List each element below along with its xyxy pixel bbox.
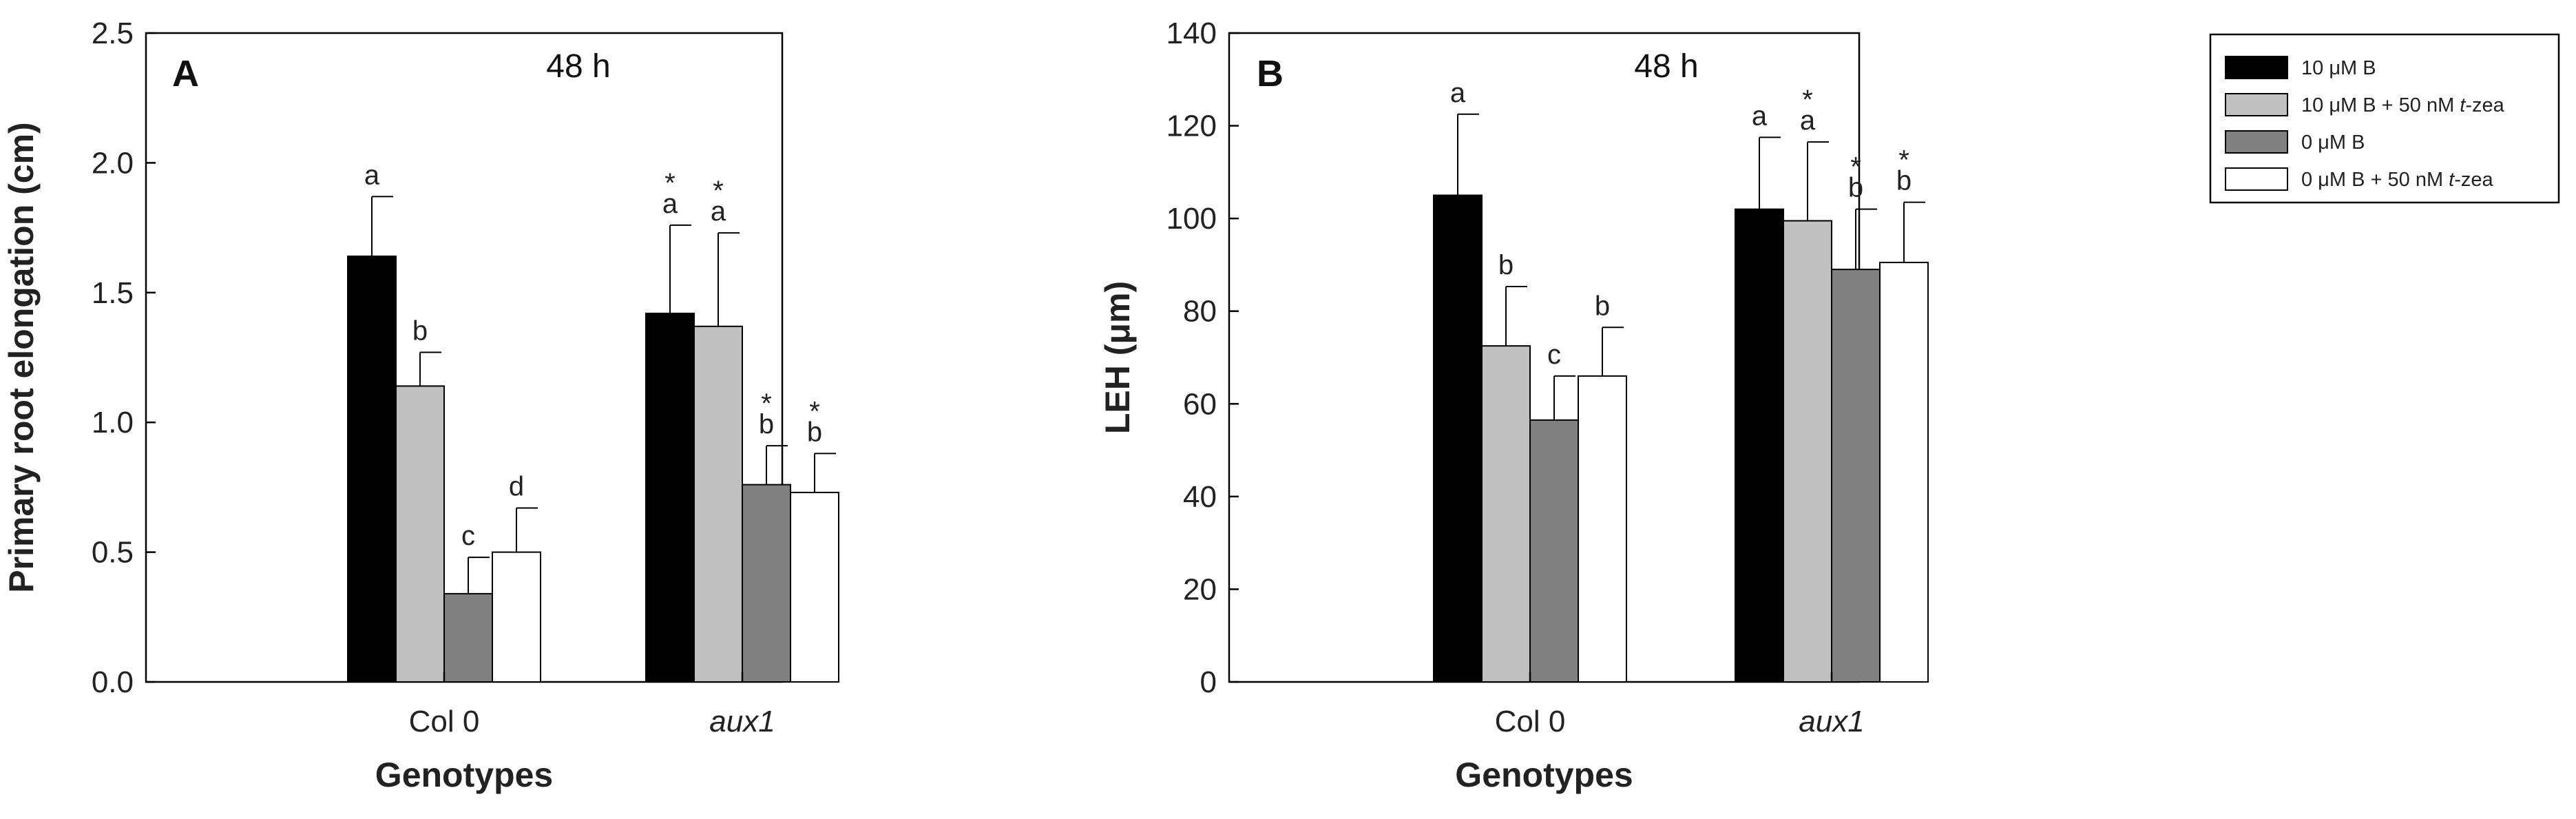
legend-label: 0 μM B + 50 nM t-zea [2301,169,2494,191]
legend-label-italic: t [2460,94,2467,116]
significance-letter: b [1498,250,1514,280]
significance-letter: b [759,409,774,439]
x-category-label: aux1 [709,705,775,738]
legend-label-text: 0 μM B + 50 nM [2301,169,2449,191]
significance-letter: b [1595,291,1610,321]
significance-letter: a [711,196,726,227]
bar [1831,269,1881,683]
bar [395,385,445,683]
bar [347,256,397,683]
legend-label-text: 0 μM B [2301,132,2365,154]
bar [645,312,695,683]
bar [790,491,839,683]
y-tick-label: 1.5 [92,276,134,310]
significance-star: * [809,396,820,426]
y-tick-label: 2.5 [92,17,134,50]
legend-swatch [2225,56,2288,79]
panel-title: 48 h [1634,48,1698,85]
chart-panel-a: 0.0 0.5 1.0 1.5 2.0 2.5 Primary root elongatio… [2,17,839,794]
x-axis-label: Genotypes [375,756,553,794]
legend-swatch [2225,93,2288,116]
y-tick-label: 80 [1183,295,1217,329]
legend-swatch [2225,130,2288,154]
panel-label: B [1257,53,1284,94]
significance-letter: a [364,160,380,190]
significance-letter: a [1800,105,1816,136]
significance-letter: c [461,521,475,551]
bar [1578,375,1627,683]
significance-letter: b [1848,173,1863,203]
legend-label-suffix: -zea [2465,94,2504,116]
legend-label: 10 μM B + 50 nM t-zea [2301,94,2505,116]
y-tick-label: 0.5 [92,536,134,570]
significance-letter: b [1896,166,1912,196]
legend-label: 0 μM B [2301,132,2365,154]
x-category-label: Col 0 [409,705,480,738]
bar [1735,208,1784,683]
y-tick-label: 140 [1166,17,1217,50]
bar [742,484,791,683]
bar [1783,220,1832,683]
significance-letter: d [509,472,524,502]
significance-star: * [761,388,772,419]
legend-label: 10 μM B [2301,57,2376,79]
y-tick-label: 0 [1200,665,1217,699]
chart-panel-b: 0 20 40 60 80 100 120 140 LEH (μm) Genotypes B 48 h… [1098,17,1929,794]
legend-label-italic: t [2449,169,2455,191]
significance-letter: a [1450,78,1466,108]
panel-title: 48 h [546,48,610,85]
significance-star: * [713,176,724,206]
legend-swatch [2225,167,2288,191]
y-tick-label: 0.0 [92,665,134,699]
x-category-label: Col 0 [1495,705,1566,738]
bar [1481,345,1531,683]
bar [1529,419,1579,683]
x-axis-label: Genotypes [1455,756,1633,794]
legend-label-suffix: -zea [2454,169,2493,191]
y-tick-label: 100 [1166,202,1217,236]
significance-star: * [1850,152,1861,183]
y-tick-label: 2.0 [92,146,134,180]
y-tick-label: 60 [1183,387,1217,421]
significance-letter: c [1547,340,1561,370]
significance-letter: b [807,417,822,447]
bar [1433,194,1483,683]
significance-star: * [1802,85,1813,115]
y-tick-label: 40 [1183,480,1217,514]
significance-star: * [664,168,676,198]
legend-label-text: 10 μM B + 50 nM [2301,94,2460,116]
y-tick-label: 120 [1166,110,1217,143]
legend-label-text: 10 μM B [2301,57,2376,79]
significance-letter: a [1752,101,1768,131]
bar [443,592,493,683]
bar [693,325,743,683]
significance-letter: a [662,189,678,219]
bar [1879,262,1929,683]
y-tick-label: 20 [1183,572,1217,606]
y-tick-label: 1.0 [92,406,134,439]
panel-label: A [172,53,199,94]
y-axis-label: Primary root elongation (cm) [2,122,41,592]
x-category-label: aux1 [1799,705,1864,738]
bar [492,551,541,683]
significance-star: * [1898,145,1909,176]
y-axis-label: LEH (μm) [1098,281,1137,434]
significance-letter: b [412,315,428,346]
